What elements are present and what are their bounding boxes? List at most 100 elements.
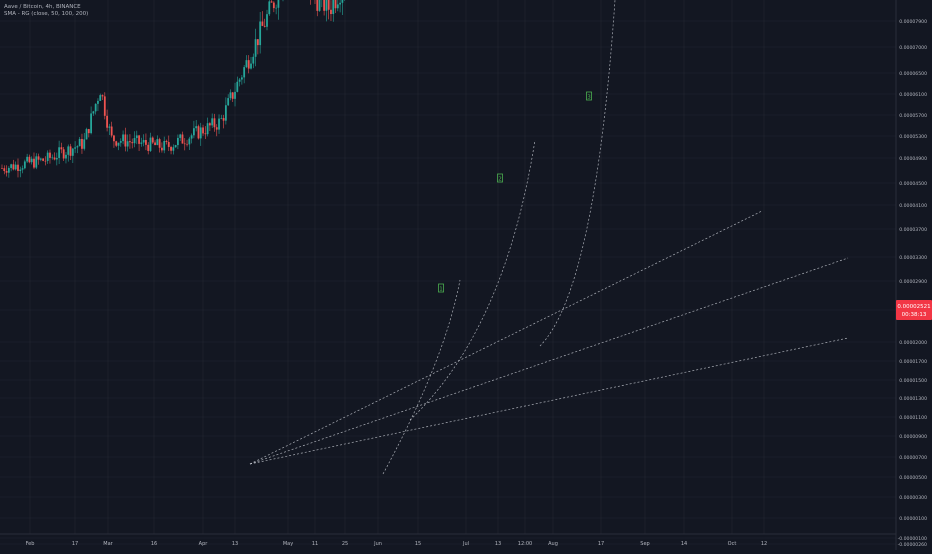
- y-tick-label: 0.00007000: [899, 45, 927, 51]
- price-badge-value: 0.00002521: [897, 304, 930, 310]
- candle-body: [272, 2, 275, 9]
- candle-body: [19, 169, 22, 171]
- candle-body: [183, 143, 186, 145]
- candle-body: [165, 140, 168, 143]
- candle-body: [211, 118, 214, 126]
- candle-body: [181, 134, 184, 144]
- candle-body: [213, 118, 216, 128]
- price-badge-bg: [896, 300, 932, 320]
- y-tick-label: 0.00003700: [899, 227, 927, 233]
- candle-body: [97, 100, 99, 104]
- candle-body: [99, 95, 102, 101]
- candle-body: [119, 141, 122, 143]
- trendline-3: [249, 337, 849, 465]
- parabolic-curve-2: [409, 139, 536, 421]
- candle-body: [238, 79, 241, 82]
- candle-body: [124, 134, 127, 147]
- candle-body: [101, 95, 104, 97]
- candle-body: [151, 137, 154, 143]
- x-tick-label: 17: [598, 541, 604, 547]
- candle-body: [341, 0, 344, 3]
- candle-body: [247, 60, 250, 69]
- candle-body: [323, 0, 326, 11]
- x-tick-label: Oct: [728, 541, 737, 547]
- candle-body: [256, 39, 259, 46]
- candle-body: [336, 4, 339, 9]
- candle-body: [199, 127, 202, 139]
- y-tick-label: 0.00004900: [899, 156, 927, 162]
- candle-body: [218, 118, 220, 130]
- parabolic-curve-3: [539, 0, 616, 347]
- candle-body: [3, 168, 6, 171]
- candle-body: [71, 148, 74, 156]
- x-tick-label: 13: [495, 541, 501, 547]
- candle-body: [318, 0, 321, 11]
- indicator-label[interactable]: SMA - RG (close, 50, 100, 200): [4, 11, 89, 17]
- candle-body: [69, 146, 72, 156]
- candle-body: [170, 146, 172, 151]
- candle-body: [163, 140, 166, 151]
- candle-body: [266, 14, 268, 27]
- wave-label-box-2: [497, 173, 503, 183]
- y-tick-label: 0.00001500: [899, 378, 927, 384]
- legend: Aave / Bitcoin, 4h, BINANCE SMA - RG (cl…: [4, 4, 88, 18]
- candle-body: [44, 160, 47, 162]
- candle-body: [53, 157, 56, 160]
- y-tick-label: 0.00000500: [899, 475, 927, 481]
- candle-body: [142, 140, 145, 143]
- x-tick-label: 11: [312, 541, 318, 547]
- candle-body: [332, 0, 335, 15]
- candle-body: [254, 39, 257, 57]
- y-tick-label: 0.00000300: [899, 495, 927, 501]
- candle-body: [87, 129, 90, 134]
- y-tick-label: 0.00003300: [899, 255, 927, 261]
- candle-body: [17, 164, 19, 171]
- y-tick-label: 0.00000900: [899, 434, 927, 440]
- candle-body: [138, 135, 140, 144]
- candle-body: [103, 96, 106, 116]
- x-tick-label: Apr: [199, 541, 209, 547]
- candle-body: [37, 156, 40, 160]
- wave-label-1: 1: [439, 287, 443, 293]
- y-tick-label: -0.00000100: [898, 536, 927, 542]
- candle-body: [172, 147, 175, 151]
- symbol-title[interactable]: Aave / Bitcoin, 4h, BINANCE: [4, 4, 81, 10]
- candle-body: [76, 146, 79, 148]
- candle-body: [234, 91, 236, 99]
- candle-body: [339, 2, 342, 5]
- candle-body: [229, 92, 232, 99]
- y-tick-label: 0.00002000: [899, 340, 927, 346]
- x-axis: Feb 17 Mar 16 Apr 13 May 11 25 Jun 15 Jul 13 12:00 Aug…: [0, 533, 896, 547]
- candle-body: [147, 144, 150, 151]
- candle-body: [30, 158, 33, 163]
- candle-body: [58, 147, 61, 158]
- candle-body: [186, 143, 188, 145]
- candle-body: [133, 138, 136, 144]
- x-tick-label: Aug: [548, 541, 558, 547]
- candle-body: [330, 9, 332, 15]
- y-tick-label: 0.00000700: [899, 455, 927, 461]
- candle-body: [46, 152, 49, 161]
- candle-body: [179, 134, 182, 138]
- candle-body: [270, 1, 273, 3]
- candle-body: [94, 103, 97, 112]
- candle-body: [115, 141, 118, 146]
- candle-body: [334, 0, 337, 9]
- x-tick-label: 15: [415, 541, 421, 547]
- candle-body: [60, 147, 63, 150]
- price-badge: 0.00002521 00:38:13: [896, 300, 932, 320]
- candle-body: [202, 127, 204, 134]
- candle-body: [327, 0, 330, 10]
- candle-body: [240, 77, 243, 80]
- candle-body: [167, 142, 170, 147]
- candle-body: [245, 60, 248, 68]
- x-tick-label: Jul: [462, 541, 469, 547]
- candle-body: [126, 141, 129, 147]
- grid-lines: [0, 0, 896, 545]
- x-tick-label: 16: [151, 541, 157, 547]
- annotations: 1 2 3: [438, 91, 592, 293]
- x-tick-label: 13: [232, 541, 238, 547]
- candle-body: [259, 21, 262, 46]
